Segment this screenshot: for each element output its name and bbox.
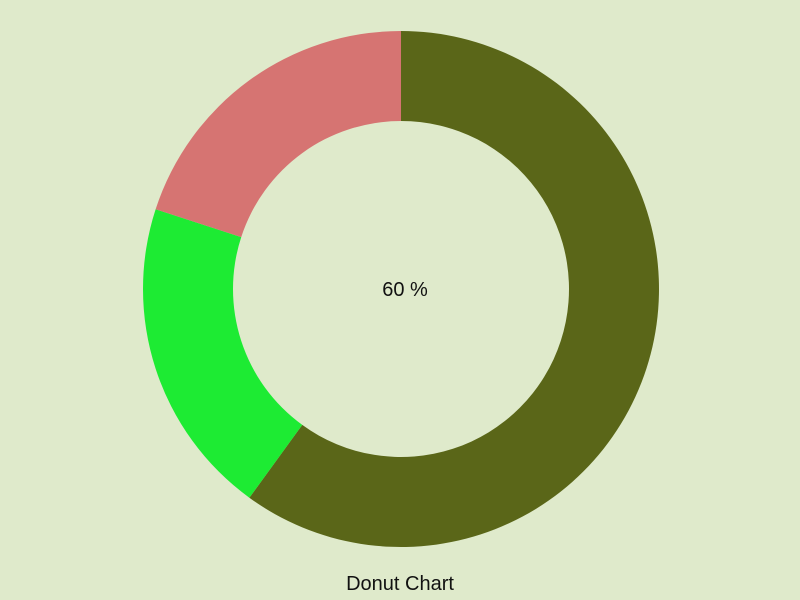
donut-slice-3 [155,31,401,238]
donut-slices [143,31,659,547]
chart-title: Donut Chart [346,573,454,595]
donut-slice-2 [143,209,303,498]
donut-slice-1 [249,31,659,547]
center-percentage-label: 60 % [382,279,428,301]
